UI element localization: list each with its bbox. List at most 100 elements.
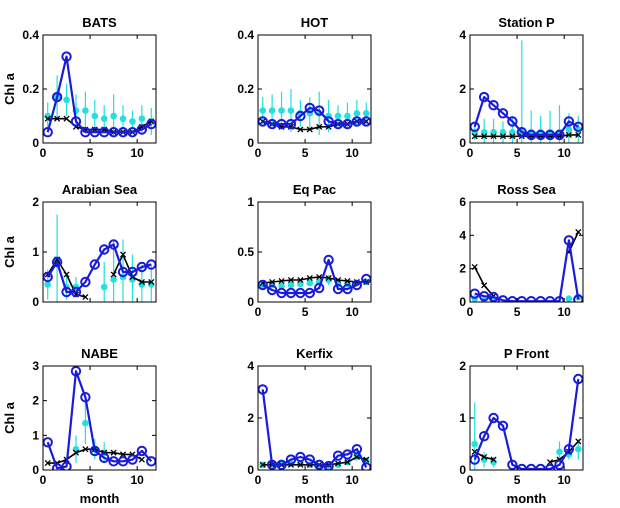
observed-point	[82, 419, 89, 427]
model-marker	[497, 420, 509, 431]
observed-point	[287, 107, 295, 114]
model-marker	[351, 279, 363, 291]
model-marker	[276, 459, 287, 470]
y-tick-label: 0	[459, 463, 466, 477]
model-line	[262, 258, 367, 295]
model-marker	[295, 451, 306, 463]
model-marker	[332, 450, 344, 461]
observed-point	[138, 115, 146, 122]
model-marker	[266, 459, 278, 470]
model-marker	[295, 287, 306, 299]
x-tick-label: 10	[557, 473, 571, 487]
y-tick-label: 2	[459, 82, 466, 96]
model-marker	[332, 118, 344, 130]
model-marker	[258, 384, 268, 395]
y-tick-label: 2	[247, 411, 254, 425]
y-tick-label: 0.4	[237, 28, 254, 42]
model-marker	[61, 51, 72, 62]
model-marker	[314, 105, 325, 116]
model-marker	[89, 127, 100, 138]
model-marker	[89, 445, 100, 457]
y-tick-label: 0.2	[22, 82, 39, 96]
model-marker	[361, 273, 371, 285]
x-tick-label: 0	[467, 305, 474, 319]
model-marker	[544, 295, 556, 302]
model-marker	[361, 462, 371, 470]
other-marker	[565, 131, 572, 138]
model-marker	[516, 127, 527, 138]
y-tick-label: 0	[32, 136, 39, 150]
y-tick-label: 4	[459, 28, 466, 42]
other-marker	[344, 459, 351, 466]
model-marker	[276, 287, 287, 299]
observed-point	[129, 118, 136, 125]
model-marker	[497, 295, 509, 302]
x-tick-label: 5	[302, 473, 309, 487]
model-marker	[266, 284, 278, 296]
other-marker	[138, 278, 145, 286]
model-marker	[488, 291, 499, 302]
x-tick-label: 5	[87, 146, 94, 160]
subplot-station-p: Station P 0 2 4 0 5 10	[459, 15, 584, 160]
observed-point	[91, 112, 99, 120]
model-marker	[478, 431, 490, 442]
y-tick-label: 3	[32, 359, 39, 373]
model-marker	[127, 266, 138, 278]
model-marker	[488, 412, 499, 424]
model-marker	[361, 116, 371, 127]
model-marker	[304, 454, 315, 465]
observed-point	[287, 281, 295, 289]
axis-box	[42, 201, 157, 303]
model-marker	[266, 118, 278, 130]
model-marker	[136, 261, 148, 273]
model-marker	[507, 116, 518, 127]
model-marker	[80, 392, 91, 403]
other-marker	[363, 456, 370, 463]
model-marker	[342, 118, 353, 130]
other-marker	[148, 278, 155, 286]
model-marker	[285, 118, 297, 130]
model-marker	[544, 463, 556, 470]
other-marker	[54, 115, 61, 122]
model-marker	[70, 366, 82, 377]
model-marker	[478, 290, 490, 302]
y-tick-label: 0	[32, 295, 39, 309]
other-marker	[344, 277, 351, 285]
model-marker	[507, 295, 518, 302]
observed-point	[556, 448, 563, 456]
other-marker	[297, 461, 304, 468]
model-marker	[516, 295, 527, 302]
y-tick-label: 0	[247, 136, 254, 150]
other-line	[262, 276, 367, 284]
other-marker	[63, 271, 70, 278]
observed-point	[110, 112, 117, 120]
other-marker	[353, 453, 360, 461]
observed-point	[353, 110, 361, 117]
subplot-title: Arabian Sea	[62, 182, 138, 197]
model-line	[46, 55, 152, 134]
observed-point	[334, 112, 342, 120]
model-marker	[146, 118, 156, 130]
model-line	[46, 370, 153, 470]
plot-area	[43, 214, 156, 302]
y-tick-label: 2	[459, 262, 466, 276]
plot-area	[258, 254, 371, 299]
model-marker	[563, 116, 575, 127]
y-tick-label: 0	[247, 463, 254, 477]
observed-point	[268, 107, 276, 114]
model-marker	[70, 286, 82, 298]
model-marker	[323, 460, 334, 470]
x-axis-label: month	[507, 491, 547, 506]
y-tick-label: 0	[32, 463, 39, 477]
model-marker	[342, 283, 353, 295]
model-marker	[43, 271, 53, 283]
model-marker	[535, 463, 546, 470]
other-marker	[316, 273, 323, 281]
model-marker	[258, 116, 268, 127]
model-marker	[43, 437, 53, 448]
observed-point	[100, 115, 108, 122]
model-marker	[563, 444, 575, 455]
x-tick-label: 5	[514, 473, 521, 487]
model-marker	[51, 256, 63, 268]
observed-point	[565, 295, 573, 302]
